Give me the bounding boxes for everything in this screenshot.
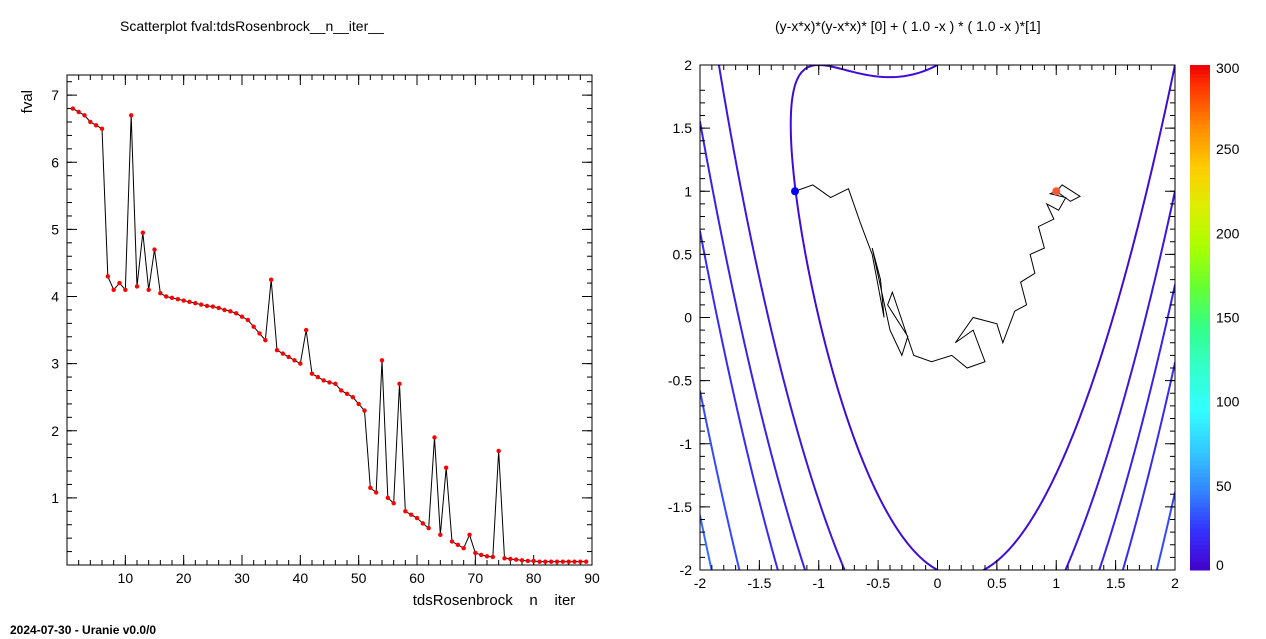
svg-text:5: 5 <box>51 221 59 237</box>
svg-text:20: 20 <box>176 570 192 586</box>
svg-text:150: 150 <box>1216 310 1240 326</box>
svg-text:7: 7 <box>51 87 59 103</box>
svg-text:-1: -1 <box>680 436 693 452</box>
svg-text:0: 0 <box>684 310 692 326</box>
svg-text:tdsRosenbrock__n__iter__: tdsRosenbrock__n__iter__ <box>413 592 593 605</box>
svg-text:-1.5: -1.5 <box>668 499 692 515</box>
svg-text:80: 80 <box>526 570 542 586</box>
svg-text:4: 4 <box>51 289 59 305</box>
svg-text:300: 300 <box>1216 60 1240 76</box>
svg-text:50: 50 <box>351 570 367 586</box>
right-chart: -2 -1.5 -1 -0.5 0 0.5 1 1.5 2 -2 -1.5 -1 -0.5 0 0.5 1 1.… <box>630 45 1266 605</box>
svg-text:2: 2 <box>684 57 692 73</box>
svg-text:-2: -2 <box>680 562 693 578</box>
svg-text:30: 30 <box>234 570 250 586</box>
svg-text:-0.5: -0.5 <box>866 575 890 591</box>
svg-text:100: 100 <box>1216 394 1240 410</box>
svg-text:-1.5: -1.5 <box>747 575 771 591</box>
svg-text:70: 70 <box>468 570 484 586</box>
svg-text:1.5: 1.5 <box>1106 575 1126 591</box>
left-chart: 10 20 30 40 50 60 70 80 90 1 2 3 4 5 6 7 tdsRosenbrock__… <box>12 45 612 605</box>
right-chart-title: (y-x*x)*(y-x*x)* [0] + ( 1.0 -x ) * ( 1.… <box>775 18 1041 34</box>
footer-text: 2024-07-30 - Uranie v0.0/0 <box>10 623 156 637</box>
svg-text:250: 250 <box>1216 141 1240 157</box>
svg-text:0.5: 0.5 <box>673 246 693 262</box>
svg-text:2: 2 <box>1171 575 1179 591</box>
svg-text:200: 200 <box>1216 225 1240 241</box>
svg-text:fval: fval <box>19 90 36 113</box>
svg-text:1: 1 <box>1052 575 1060 591</box>
svg-text:1.5: 1.5 <box>673 120 693 136</box>
svg-text:0.5: 0.5 <box>987 575 1007 591</box>
svg-text:2: 2 <box>51 423 59 439</box>
svg-text:-1: -1 <box>813 575 826 591</box>
svg-text:3: 3 <box>51 356 59 372</box>
svg-text:50: 50 <box>1216 478 1232 494</box>
svg-text:-2: -2 <box>694 575 707 591</box>
svg-text:0: 0 <box>1216 557 1224 573</box>
svg-text:6: 6 <box>51 154 59 170</box>
svg-text:1: 1 <box>684 183 692 199</box>
left-chart-title: Scatterplot fval:tdsRosenbrock__n__iter_… <box>120 18 384 34</box>
svg-text:40: 40 <box>293 570 309 586</box>
svg-text:-0.5: -0.5 <box>668 373 692 389</box>
svg-text:1: 1 <box>51 490 59 506</box>
svg-text:10: 10 <box>118 570 134 586</box>
svg-text:60: 60 <box>409 570 425 586</box>
svg-text:90: 90 <box>584 570 600 586</box>
svg-text:0: 0 <box>934 575 942 591</box>
